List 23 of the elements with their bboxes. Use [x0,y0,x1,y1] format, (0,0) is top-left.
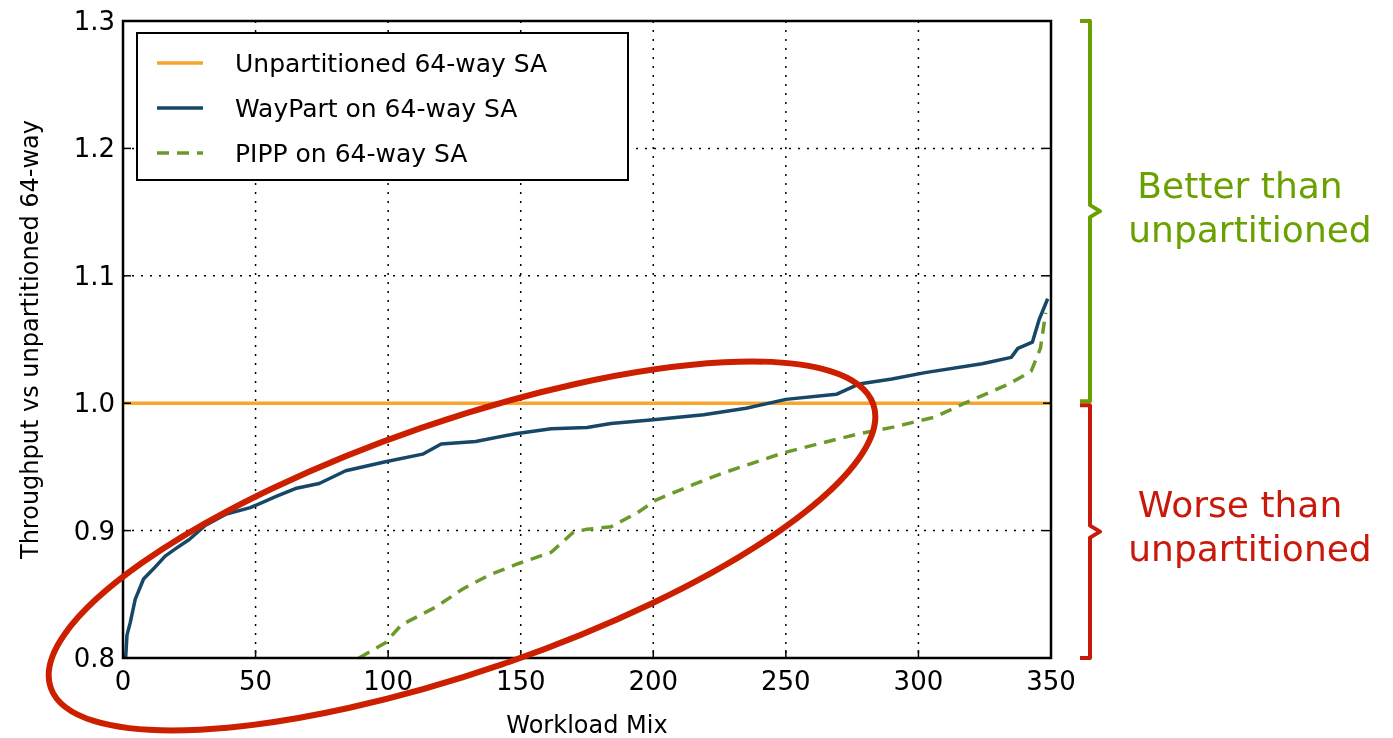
x-tick-label: 200 [628,666,679,696]
x-tick-label: 0 [114,666,132,696]
x-tick-label: 100 [363,666,413,696]
legend-label: WayPart on 64-way SA [235,94,518,123]
x-tick-label: 300 [893,666,944,696]
text: Better than unpartitioned [1128,165,1372,251]
x-tick-label: 50 [239,666,273,696]
y-axis-title: Throughput vs unpartitioned 64-way [16,119,44,561]
x-tick-label: 250 [761,666,811,696]
y-tick-label: 0.9 [73,515,115,546]
y-tick-label: 1.1 [73,260,115,291]
x-axis-title: Workload Mix [506,711,668,738]
x-tick-label: 150 [495,666,546,696]
line-series [357,311,1048,660]
y-tick-label: 1.3 [73,6,115,36]
x-tick-label: 350 [1026,666,1076,696]
legend-label: Unpartitioned 64-way SA [235,49,548,78]
y-tick-label: 1.2 [73,133,115,164]
y-tick-label: 1.0 [73,388,115,419]
legend-label: PIPP on 64-way SA [235,139,468,168]
text: Worse than unpartitioned [1128,483,1372,569]
y-tick-label: 0.8 [73,643,115,673]
line-series [123,296,1050,660]
